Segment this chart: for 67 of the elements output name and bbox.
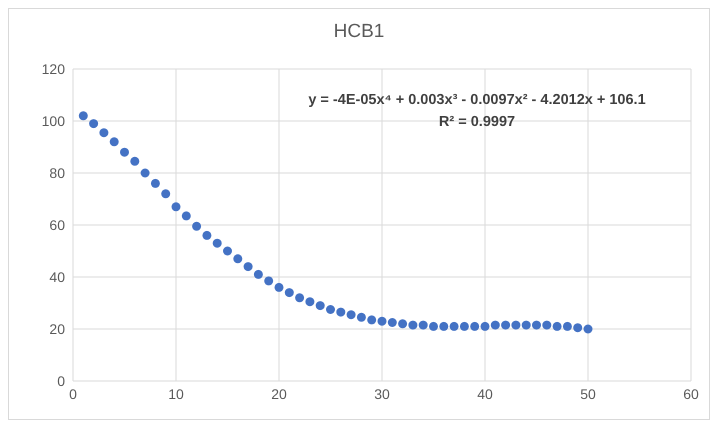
point xyxy=(172,202,180,212)
point xyxy=(460,322,469,331)
y-tick-label: 40 xyxy=(49,268,66,285)
point xyxy=(388,318,397,327)
point xyxy=(99,128,108,138)
point xyxy=(429,322,438,331)
point xyxy=(584,324,592,334)
point xyxy=(532,320,541,330)
point xyxy=(130,156,140,166)
point xyxy=(161,189,170,198)
x-tick-label: 10 xyxy=(168,386,184,402)
x-tick-label: 40 xyxy=(477,386,493,402)
point xyxy=(378,316,386,326)
point xyxy=(398,319,408,328)
point xyxy=(522,320,531,330)
y-tick-label: 60 xyxy=(49,216,66,233)
point xyxy=(264,276,274,286)
x-tick-label: 60 xyxy=(683,386,699,402)
point xyxy=(542,320,552,330)
y-tick-label: 120 xyxy=(42,60,66,77)
point xyxy=(223,246,232,256)
point xyxy=(316,301,325,310)
point xyxy=(192,222,202,231)
point xyxy=(326,305,335,314)
y-tick-label: 20 xyxy=(49,320,66,337)
point xyxy=(140,168,150,178)
point xyxy=(212,238,222,248)
point xyxy=(182,211,191,220)
point xyxy=(573,323,582,332)
point xyxy=(295,293,304,302)
point xyxy=(305,297,314,306)
point xyxy=(356,312,366,322)
x-tick-label: 50 xyxy=(580,386,596,402)
x-tick-label: 30 xyxy=(374,386,390,402)
point xyxy=(110,137,119,146)
point xyxy=(150,178,160,188)
point xyxy=(418,320,428,330)
point xyxy=(346,310,356,320)
annotation: R² = 0.9997 xyxy=(438,113,516,132)
point xyxy=(511,320,520,330)
x-tick-label: 20 xyxy=(271,386,287,402)
point xyxy=(562,322,572,331)
point xyxy=(501,320,510,330)
point xyxy=(480,322,490,331)
point xyxy=(254,270,263,279)
point xyxy=(490,320,500,330)
point xyxy=(120,148,129,157)
point xyxy=(336,308,346,317)
point xyxy=(89,119,98,128)
y-tick-label: 100 xyxy=(42,112,66,129)
point xyxy=(367,315,376,324)
x-tick-label: 0 xyxy=(69,386,78,402)
point xyxy=(233,254,242,264)
y-tick-label: 0 xyxy=(57,372,66,389)
annotation: y = -4E-05x⁴ + 0.003x³ - 0.0097x² - 4.2012x + 106.1 xyxy=(307,91,647,110)
point xyxy=(552,322,562,331)
y-tick-label: 80 xyxy=(49,164,66,181)
chart-title: HCB1 xyxy=(332,21,386,43)
point xyxy=(470,322,480,331)
point xyxy=(78,111,88,120)
point xyxy=(284,288,294,298)
point xyxy=(439,322,448,331)
point xyxy=(408,320,418,330)
point xyxy=(202,230,212,240)
point xyxy=(274,282,284,292)
point xyxy=(244,262,253,272)
point xyxy=(450,322,459,331)
